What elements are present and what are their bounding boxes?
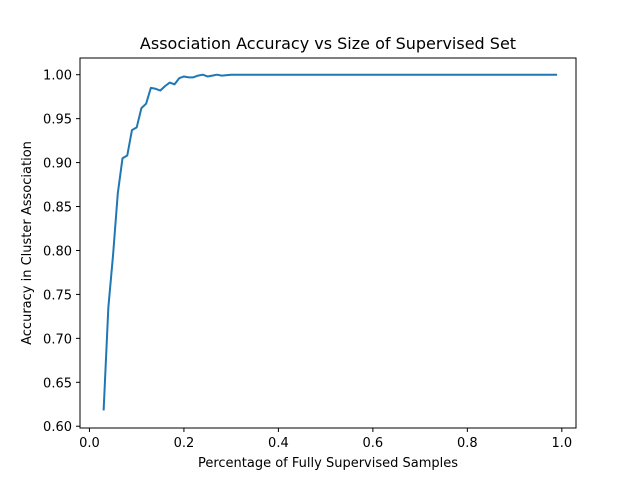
y-tick-label: 0.65 (43, 376, 72, 391)
y-tick-label: 1.00 (43, 69, 72, 84)
y-tick-label: 0.85 (43, 201, 72, 216)
y-tick-label: 0.95 (43, 113, 72, 128)
x-tick-label: 0.0 (79, 436, 100, 451)
series-line (102, 73, 558, 411)
chart-title: Association Accuracy vs Size of Supervis… (140, 34, 516, 53)
x-tick-label: 1.0 (551, 436, 572, 451)
y-tick-label: 0.70 (43, 332, 72, 347)
x-axis-label: Percentage of Fully Supervised Samples (198, 456, 458, 471)
y-tick-label: 0.80 (43, 244, 72, 259)
x-tick-label: 0.8 (457, 436, 478, 451)
y-axis: 0.60 0.65 0.70 0.75 0.80 0.85 0.90 0.95 1.00 (43, 69, 80, 435)
plot-frame (79, 57, 577, 429)
x-axis: 0.0 0.2 0.4 0.6 0.8 1.0 (79, 428, 572, 451)
x-tick-label: 0.4 (268, 436, 289, 451)
y-tick-label: 0.75 (43, 288, 72, 303)
y-tick-label: 0.60 (43, 420, 72, 435)
x-tick-label: 0.6 (363, 436, 384, 451)
y-axis-label: Accuracy in Cluster Association (20, 141, 35, 345)
y-tick-label: 0.90 (43, 157, 72, 172)
x-tick-label: 0.2 (174, 436, 195, 451)
